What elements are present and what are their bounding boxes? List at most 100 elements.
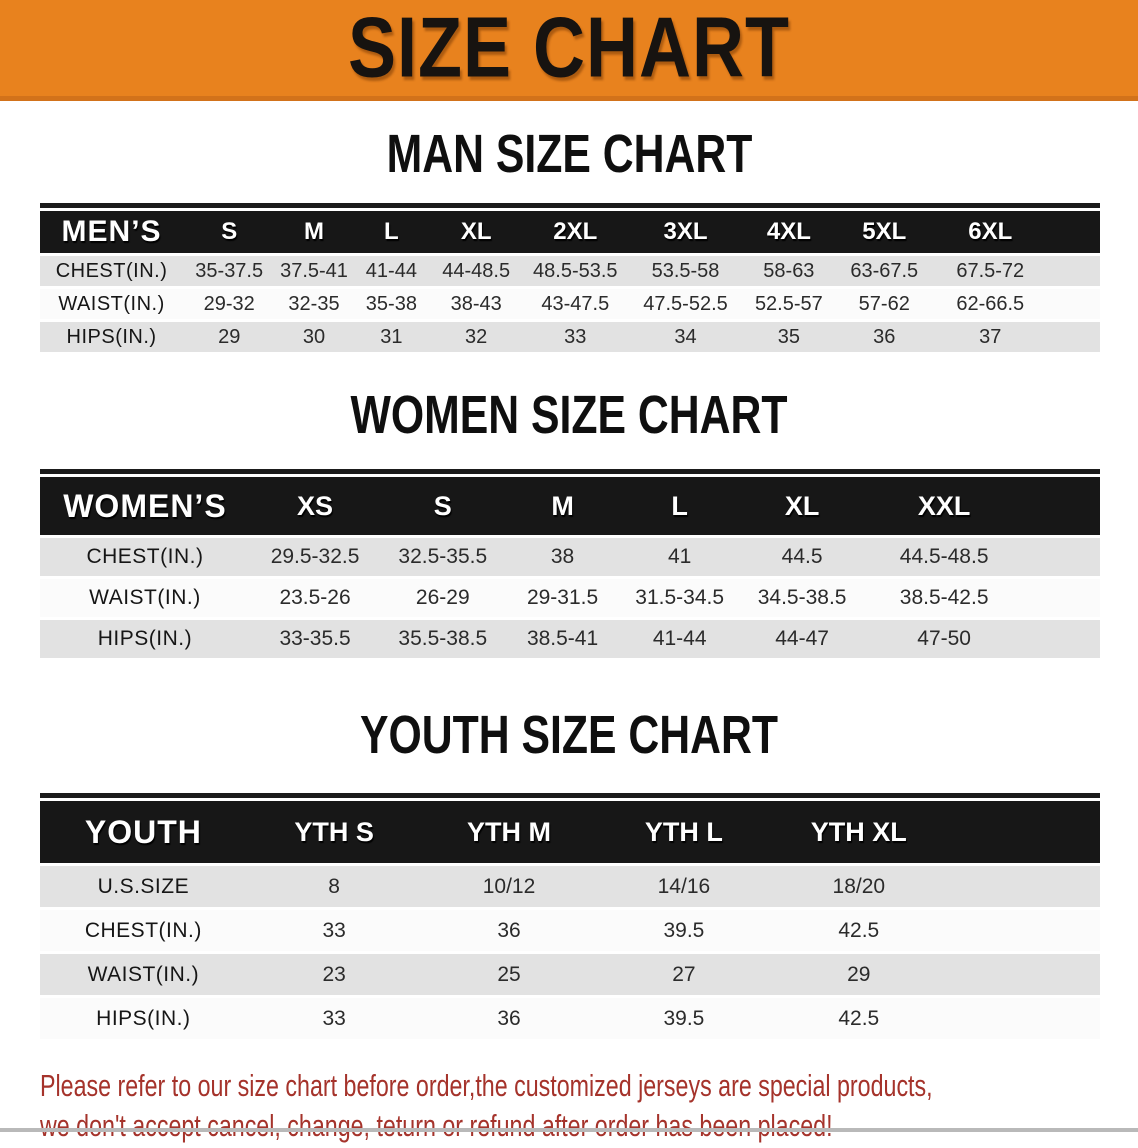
- size-chart-banner: SIZE CHART: [0, 0, 1138, 101]
- table-cell: 32.5-35.5: [380, 538, 506, 579]
- table-cell: 35: [742, 322, 835, 355]
- table-cell: 38: [505, 538, 620, 579]
- table-row: HIPS(IN.) 33-35.5 35.5-38.5 38.5-41 41-4…: [40, 620, 1100, 661]
- table-cell: 26-29: [380, 579, 506, 620]
- table-row: U.S.SIZE 8 10/12 14/16 18/20: [40, 866, 1100, 910]
- table-cell: 58-63: [742, 256, 835, 289]
- row-label: U.S.SIZE: [40, 866, 247, 910]
- table-cell: 41: [619, 538, 740, 579]
- table-cell: 29-31.5: [505, 579, 620, 620]
- column-header: YTH L: [596, 801, 772, 866]
- table-cell: 38.5-42.5: [864, 579, 1024, 620]
- table-cell: 44.5-48.5: [864, 538, 1024, 579]
- table-cell: 31: [352, 322, 431, 355]
- disclaimer-line-1: Please refer to our size chart before or…: [40, 1068, 933, 1103]
- row-label: WAIST(IN.): [40, 289, 184, 322]
- table-cell: 29: [771, 954, 947, 998]
- column-header: S: [380, 477, 506, 538]
- table-cell: 36: [834, 322, 934, 355]
- column-header: 5XL: [834, 211, 934, 256]
- row-label: HIPS(IN.): [40, 998, 247, 1042]
- spacer-cell: [1023, 538, 1100, 579]
- spacer-cell: [946, 954, 1100, 998]
- column-header: 4XL: [742, 211, 835, 256]
- column-header: XS: [249, 477, 381, 538]
- row-label: CHEST(IN.): [40, 910, 247, 954]
- spacer-cell: [1046, 289, 1100, 322]
- column-header: XXL: [864, 477, 1024, 538]
- youth-section-heading-text: YOUTH SIZE CHART: [359, 703, 778, 765]
- table-cell: 8: [246, 866, 422, 910]
- youth-section-heading: YOUTH SIZE CHART: [0, 704, 1138, 769]
- disclaimer-line-2: we don't accept cancel, change, teturn o…: [40, 1108, 833, 1143]
- disclaimer-text: Please refer to our size chart before or…: [40, 1066, 1138, 1146]
- table-cell: 47-50: [864, 620, 1024, 661]
- spacer-cell: [946, 998, 1100, 1042]
- table-row: HIPS(IN.) 29 30 31 32 33 34 35 36 37: [40, 322, 1100, 355]
- table-cell: 44-48.5: [430, 256, 523, 289]
- column-header: YTH XL: [771, 801, 947, 866]
- table-cell: 23.5-26: [249, 579, 381, 620]
- table-cell: 52.5-57: [742, 289, 835, 322]
- women-section-heading-text: WOMEN SIZE CHART: [350, 383, 788, 445]
- column-header: 3XL: [628, 211, 743, 256]
- spacer-cell: [1046, 322, 1100, 355]
- table-cell: 48.5-53.5: [522, 256, 629, 289]
- table-cell: 14/16: [596, 866, 772, 910]
- table-cell: 36: [421, 998, 597, 1042]
- spacer-cell: [1023, 620, 1100, 661]
- spacer-cell: [1023, 477, 1100, 538]
- table-cell: 25: [421, 954, 597, 998]
- column-header: 2XL: [522, 211, 629, 256]
- table-cell: 43-47.5: [522, 289, 629, 322]
- table-row: WAIST(IN.) 23 25 27 29: [40, 954, 1100, 998]
- table-cell: 57-62: [834, 289, 934, 322]
- men-section-heading-text: MAN SIZE CHART: [386, 122, 752, 184]
- column-header: YTH S: [246, 801, 422, 866]
- table-cell: 35-38: [352, 289, 431, 322]
- table-cell: 23: [246, 954, 422, 998]
- spacer-cell: [1046, 211, 1100, 256]
- column-header: YOUTH: [40, 801, 247, 866]
- table-cell: 42.5: [771, 998, 947, 1042]
- table-cell: 31.5-34.5: [619, 579, 740, 620]
- men-size-table: MEN’S S M L XL 2XL 3XL 4XL 5XL 6XL CHEST…: [40, 203, 1100, 355]
- table-cell: 62-66.5: [933, 289, 1047, 322]
- column-header: L: [352, 211, 431, 256]
- table-row: CHEST(IN.) 29.5-32.5 32.5-35.5 38 41 44.…: [40, 538, 1100, 579]
- row-label: HIPS(IN.): [40, 620, 250, 661]
- table-cell: 38-43: [430, 289, 523, 322]
- table-cell: 37.5-41: [275, 256, 353, 289]
- table-cell: 27: [596, 954, 772, 998]
- table-row: CHEST(IN.) 33 36 39.5 42.5: [40, 910, 1100, 954]
- women-section-heading: WOMEN SIZE CHART: [0, 384, 1138, 449]
- table-cell: 33: [246, 910, 422, 954]
- table-cell: 29.5-32.5: [249, 538, 381, 579]
- column-header: L: [619, 477, 740, 538]
- column-header: XL: [430, 211, 523, 256]
- table-row: WAIST(IN.) 29-32 32-35 35-38 38-43 43-47…: [40, 289, 1100, 322]
- column-header: XL: [739, 477, 865, 538]
- column-header: YTH M: [421, 801, 597, 866]
- table-row: CHEST(IN.) 35-37.5 37.5-41 41-44 44-48.5…: [40, 256, 1100, 289]
- spacer-cell: [946, 910, 1100, 954]
- table-cell: 37: [933, 322, 1047, 355]
- table-cell: 39.5: [596, 910, 772, 954]
- spacer-cell: [1046, 256, 1100, 289]
- table-cell: 42.5: [771, 910, 947, 954]
- table-cell: 33: [522, 322, 629, 355]
- table-cell: 35.5-38.5: [380, 620, 506, 661]
- spacer-cell: [1023, 579, 1100, 620]
- banner-title: SIZE CHART: [348, 0, 790, 96]
- column-header: S: [183, 211, 276, 256]
- women-size-table: WOMEN’S XS S M L XL XXL CHEST(IN.) 29.5-…: [40, 469, 1100, 661]
- table-cell: 41-44: [619, 620, 740, 661]
- spacer-cell: [946, 866, 1100, 910]
- table-cell: 32: [430, 322, 523, 355]
- table-cell: 33-35.5: [249, 620, 381, 661]
- column-header: 6XL: [933, 211, 1047, 256]
- row-label: CHEST(IN.): [40, 256, 184, 289]
- table-cell: 34: [628, 322, 743, 355]
- spacer-cell: [946, 801, 1100, 866]
- table-cell: 36: [421, 910, 597, 954]
